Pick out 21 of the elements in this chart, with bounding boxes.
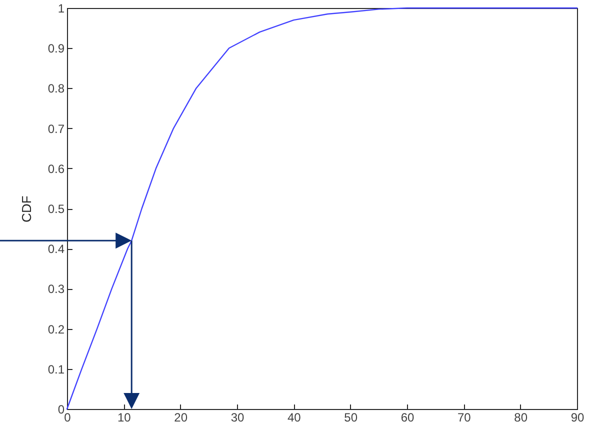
- x-tick-label: 20: [174, 410, 188, 424]
- x-tick-label: 50: [344, 410, 358, 424]
- y-tick-label: 0.2: [48, 322, 65, 336]
- x-tick-label: 60: [400, 410, 414, 424]
- y-tick-label: 0.5: [48, 202, 65, 216]
- y-tick-label: 0.4: [48, 242, 65, 256]
- x-tick-label: 30: [230, 410, 244, 424]
- x-tick-label: 40: [287, 410, 302, 424]
- y-tick-label: 0.3: [48, 282, 65, 296]
- y-tick-label: 0.6: [48, 162, 65, 176]
- y-tick-label: 0.9: [48, 42, 65, 56]
- x-tick-label: 70: [457, 410, 472, 424]
- y-tick-label: 1: [58, 2, 65, 16]
- y-tick-label: 0.8: [48, 82, 65, 96]
- x-tick-label: 10: [117, 410, 132, 424]
- y-axis-title: CDF: [18, 196, 34, 222]
- y-tick-label: 0.1: [48, 362, 65, 376]
- x-tick-label: 80: [514, 410, 528, 424]
- line-series: [66, 7, 578, 410]
- x-tick-label: 90: [570, 410, 584, 424]
- y-tick-label: 0.7: [48, 122, 65, 136]
